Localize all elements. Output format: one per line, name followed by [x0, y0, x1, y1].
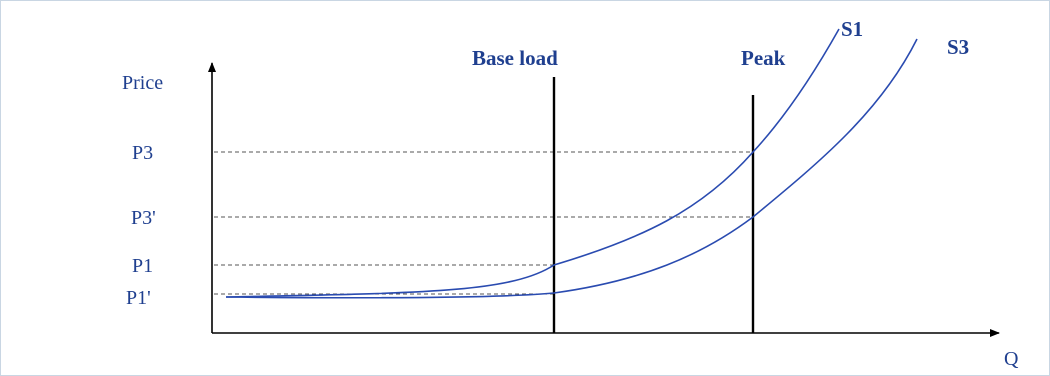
- curve-label-s3: S3: [947, 35, 969, 59]
- y-axis-label: Price: [122, 72, 163, 94]
- price-label-p1-prime: P1': [126, 287, 151, 309]
- base-load-label: Base load: [472, 46, 558, 70]
- supply-curve-s1: [225, 28, 840, 298]
- supply-curve-s3: [225, 38, 918, 299]
- price-label-p3: P3: [132, 142, 153, 164]
- price-label-p1: P1: [132, 255, 153, 277]
- x-axis-label: Q: [1004, 348, 1019, 370]
- peak-label: Peak: [741, 46, 786, 70]
- curve-label-s1: S1: [841, 17, 863, 41]
- price-label-p3-prime: P3': [131, 207, 156, 229]
